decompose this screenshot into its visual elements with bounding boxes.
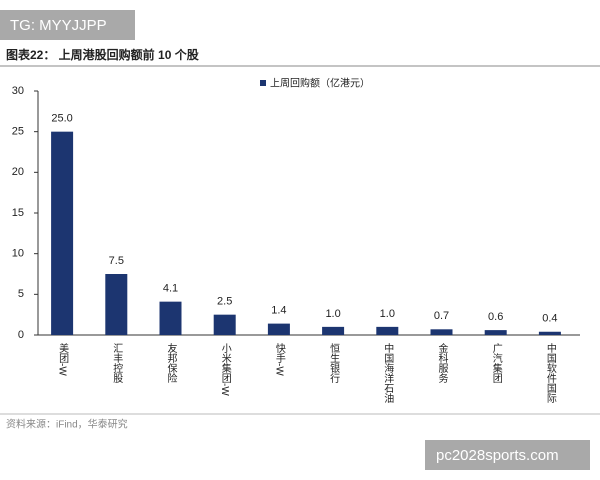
site-watermark-box: [425, 440, 590, 470]
chart-title: 图表22： 上周港股回购额前 10 个股: [6, 47, 200, 62]
site-watermark: pc2028sports.com: [436, 447, 559, 464]
watermark-box: [0, 10, 135, 40]
source-note: 资料来源：iFind，华泰研究: [6, 418, 128, 431]
x-tick-label: 友邦保险: [165, 342, 177, 384]
y-tick-label: 5: [18, 288, 24, 300]
y-tick-label: 0: [18, 329, 24, 341]
bar: [105, 274, 128, 335]
y-tick-label: 25: [12, 126, 24, 138]
value-label: 1.4: [271, 305, 286, 317]
bar: [484, 330, 507, 335]
watermark: TG: MYYJJPP: [10, 17, 107, 34]
x-tick-label: 小米集团-W: [219, 343, 231, 397]
y-tick-label: 20: [12, 166, 24, 178]
y-tick-label: 10: [12, 248, 24, 260]
value-label: 25.0: [51, 113, 72, 125]
value-label: 1.0: [325, 308, 340, 320]
bar: [322, 326, 345, 335]
x-tick-label: 汇丰控股: [111, 342, 123, 384]
bar: [51, 131, 74, 335]
value-label: 7.5: [109, 255, 124, 267]
value-label: 4.1: [163, 283, 178, 295]
y-tick-label: 15: [12, 207, 24, 219]
x-tick-label: 快手-W: [273, 343, 285, 377]
y-tick-label: 30: [12, 85, 24, 97]
x-tick-label: 美团-W: [57, 342, 69, 377]
bar: [267, 323, 290, 335]
x-tick-label: 恒生银行: [328, 342, 340, 384]
value-label: 0.4: [542, 313, 557, 325]
x-tick-label: 广汽集团: [490, 343, 502, 384]
bar: [376, 326, 399, 335]
bar: [538, 331, 561, 335]
legend-swatch: [260, 80, 266, 86]
x-tick-label: 金科服务: [436, 342, 448, 384]
value-label: 0.6: [488, 311, 503, 323]
legend-label: 上周回购额（亿港元）: [270, 77, 370, 90]
bar: [159, 301, 182, 335]
value-label: 1.0: [380, 308, 395, 320]
x-tick-label: 中国软件国际: [544, 342, 556, 404]
bar: [430, 329, 453, 335]
x-tick-label: 中国海洋石油: [382, 342, 394, 403]
bar: [213, 314, 236, 335]
value-label: 2.5: [217, 296, 232, 308]
value-label: 0.7: [434, 310, 449, 322]
